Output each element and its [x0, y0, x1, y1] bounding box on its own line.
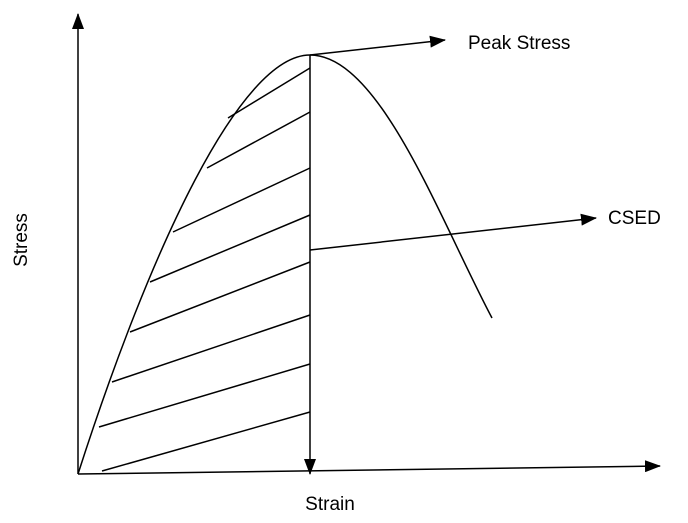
- y-axis-label: Stress: [11, 213, 32, 267]
- stress-strain-curve: [77, 54, 493, 475]
- x-axis: [77, 460, 661, 475]
- peak-arrow: [309, 35, 446, 56]
- x-axis-label: Strain: [305, 494, 355, 515]
- csed-label: CSED: [608, 208, 661, 229]
- csed-hatching: [98, 67, 311, 472]
- csed-arrow: [309, 213, 597, 251]
- peak-label: Peak Stress: [468, 33, 570, 54]
